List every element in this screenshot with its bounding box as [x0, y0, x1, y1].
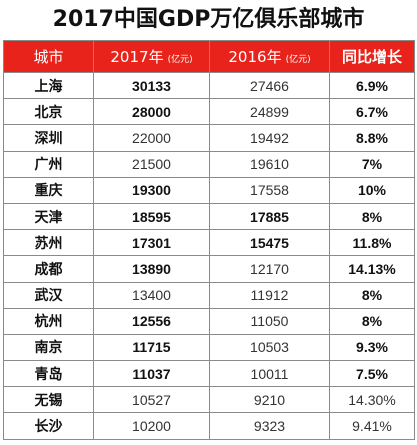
cell-2016: 10503	[209, 333, 330, 362]
cell-growth: 8%	[329, 281, 415, 309]
cell-2017: 11715	[93, 333, 210, 362]
table-row: 深圳 22000 19492 8.8%	[3, 124, 415, 152]
cell-city: 重庆	[3, 176, 94, 204]
cell-city: 深圳	[3, 124, 94, 152]
page-title: 2017中国GDP万亿俱乐部城市	[52, 7, 365, 32]
cell-2016: 11912	[209, 281, 330, 309]
cell-2017: 13890	[93, 255, 210, 283]
cell-city: 成都	[3, 255, 94, 283]
cell-city: 北京	[3, 98, 94, 126]
table-row: 广州 21500 19610 7%	[3, 150, 415, 178]
cell-growth: 14.13%	[329, 255, 415, 283]
cell-growth: 8%	[329, 307, 415, 335]
cell-2017: 11037	[93, 360, 210, 388]
cell-city: 无锡	[3, 386, 94, 414]
table-row: 北京 28000 24899 6.7%	[3, 98, 415, 126]
table-row: 重庆 19300 17558 10%	[3, 176, 415, 204]
cell-2016: 27466	[209, 71, 330, 100]
header-2017-label: 2017年	[110, 48, 164, 66]
cell-2016: 12170	[209, 255, 330, 283]
cell-growth: 8%	[329, 202, 415, 231]
cell-2017: 10527	[93, 386, 210, 414]
cell-2016: 9210	[209, 386, 330, 414]
cell-2017: 28000	[93, 98, 210, 126]
cell-growth: 9.3%	[329, 333, 415, 362]
table-row: 天津 18595 17885 8%	[3, 202, 415, 231]
cell-city: 青岛	[3, 360, 94, 388]
cell-2016: 19610	[209, 150, 330, 178]
cell-2017: 10200	[93, 412, 210, 440]
cell-city: 武汉	[3, 281, 94, 309]
cell-growth: 6.9%	[329, 71, 415, 100]
table-body: 上海 30133 27466 6.9% 北京 28000 24899 6.7% 深圳 22000 1…	[3, 71, 415, 440]
header-growth: 同比增长	[329, 40, 415, 73]
cell-2017: 17301	[93, 229, 210, 257]
cell-growth: 8.8%	[329, 124, 415, 152]
cell-growth: 11.8%	[329, 229, 415, 257]
cell-2016: 11050	[209, 307, 330, 335]
header-2016-label: 2016年	[228, 48, 282, 66]
cell-2017: 13400	[93, 281, 210, 309]
table-row: 上海 30133 27466 6.9%	[3, 71, 415, 100]
header-2017: 2017年 (亿元)	[93, 40, 210, 73]
cell-2016: 24899	[209, 98, 330, 126]
table-row: 南京 11715 10503 9.3%	[3, 333, 415, 362]
table-row: 苏州 17301 15475 11.8%	[3, 229, 415, 257]
cell-growth: 10%	[329, 176, 415, 204]
cell-2016: 9323	[209, 412, 330, 440]
cell-city: 广州	[3, 150, 94, 178]
table-row: 杭州 12556 11050 8%	[3, 307, 415, 335]
cell-2017: 18595	[93, 202, 210, 231]
table-header-row: 城市 2017年 (亿元) 2016年 (亿元) 同比增长	[3, 40, 415, 73]
table-row: 成都 13890 12170 14.13%	[3, 255, 415, 283]
cell-growth: 7%	[329, 150, 415, 178]
cell-city: 苏州	[3, 229, 94, 257]
header-2017-unit: (亿元)	[167, 55, 193, 65]
cell-city: 长沙	[3, 412, 94, 440]
cell-2017: 21500	[93, 150, 210, 178]
table-row: 武汉 13400 11912 8%	[3, 281, 415, 309]
header-city: 城市	[3, 40, 94, 73]
gdp-table: 城市 2017年 (亿元) 2016年 (亿元) 同比增长 上海 30133 27466…	[3, 40, 415, 440]
cell-2016: 17558	[209, 176, 330, 204]
cell-city: 天津	[3, 202, 94, 231]
cell-2017: 12556	[93, 307, 210, 335]
cell-growth: 6.7%	[329, 98, 415, 126]
cell-growth: 7.5%	[329, 360, 415, 388]
cell-2016: 17885	[209, 202, 330, 231]
table-row: 青岛 11037 10011 7.5%	[3, 360, 415, 388]
header-2016-unit: (亿元)	[285, 55, 311, 65]
cell-growth: 14.30%	[329, 386, 415, 414]
cell-2016: 15475	[209, 229, 330, 257]
cell-2017: 30133	[93, 71, 210, 100]
header-2016: 2016年 (亿元)	[209, 40, 330, 73]
cell-2017: 22000	[93, 124, 210, 152]
cell-growth: 9.41%	[329, 412, 415, 440]
cell-2017: 19300	[93, 176, 210, 204]
cell-city: 杭州	[3, 307, 94, 335]
table-row: 长沙 10200 9323 9.41%	[3, 412, 415, 440]
table-row: 无锡 10527 9210 14.30%	[3, 386, 415, 414]
cell-2016: 19492	[209, 124, 330, 152]
cell-city: 上海	[3, 71, 94, 100]
cell-city: 南京	[3, 333, 94, 362]
cell-2016: 10011	[209, 360, 330, 388]
